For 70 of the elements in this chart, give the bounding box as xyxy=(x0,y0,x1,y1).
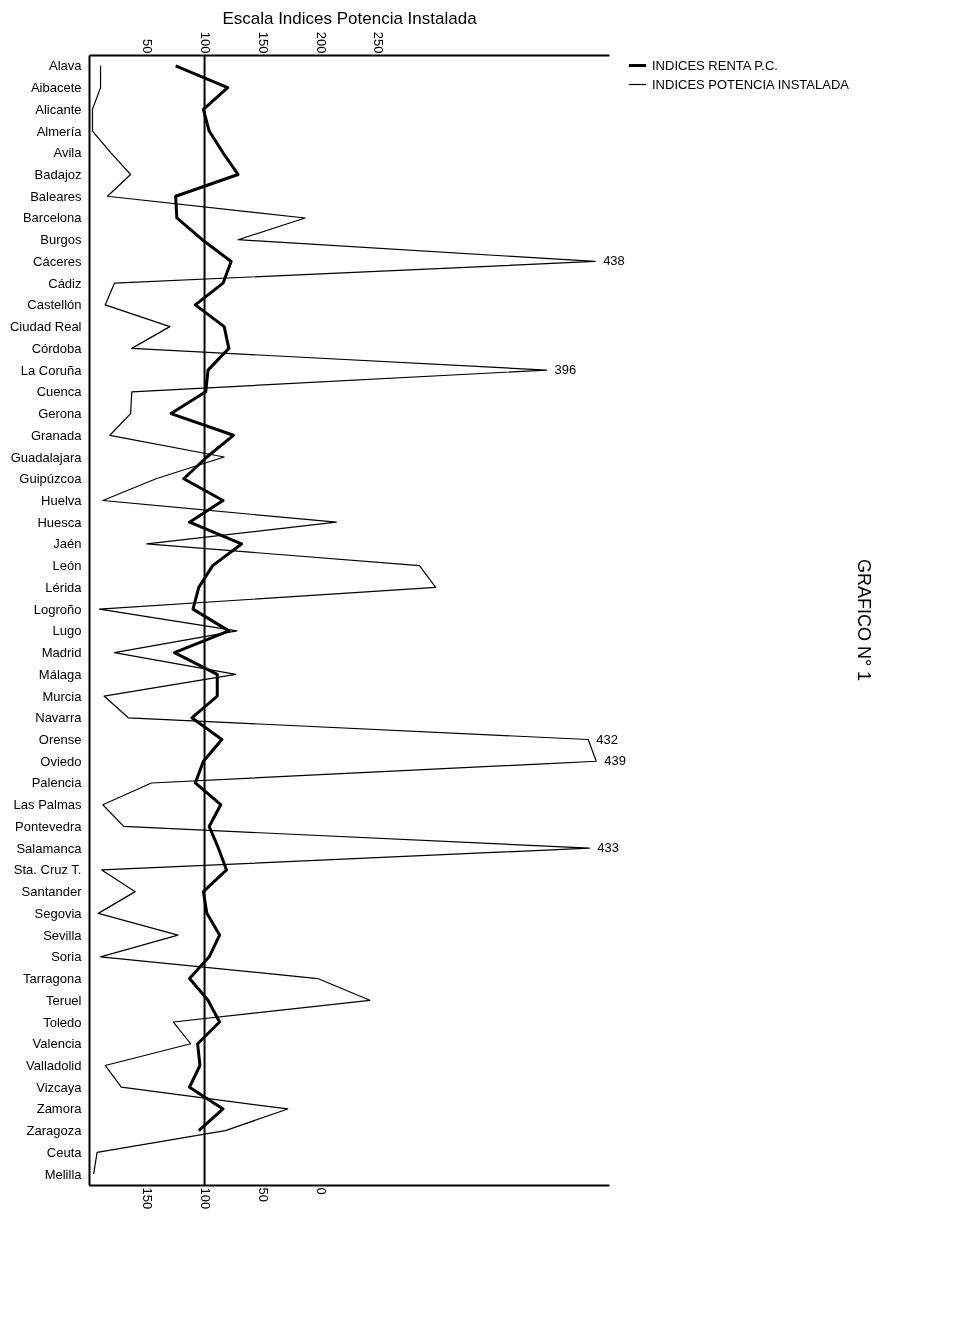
y-tick-label: Barcelona xyxy=(22,210,83,226)
x2-tick-label: 100 xyxy=(198,31,214,54)
y-tick-label: León xyxy=(52,558,82,574)
y-tick-label: Cádiz xyxy=(48,275,82,291)
data-label: 432 xyxy=(596,731,618,747)
y-tick-label: Badajoz xyxy=(34,167,82,183)
y-tick-label: Teruel xyxy=(46,992,82,1008)
x-tick-label: 50 xyxy=(255,1187,271,1202)
x-tick-label: 100 xyxy=(198,1187,214,1210)
x2-axis-title: Escala Indices Potencia Instalada xyxy=(222,8,478,28)
y-tick-label: Pontevedra xyxy=(15,818,83,834)
y-tick-label: Oviedo xyxy=(40,753,82,769)
data-label: 438 xyxy=(603,253,625,269)
y-tick-label: Aibacete xyxy=(30,80,82,96)
y-tick-label: Burgos xyxy=(40,232,82,248)
y-tick-label: Cuenca xyxy=(36,384,83,400)
y-tick-label: Vizcaya xyxy=(36,1079,83,1095)
y-tick-label: Granada xyxy=(30,427,83,443)
y-tick-label: Cáceres xyxy=(33,253,82,269)
y-tick-label: Lérida xyxy=(45,579,83,595)
y-tick-label: Guipúzcoa xyxy=(19,471,83,487)
x2-tick-label: 50 xyxy=(140,39,156,54)
y-tick-label: Málaga xyxy=(38,666,83,682)
y-tick-label: Ciudad Real xyxy=(9,319,82,335)
y-tick-label: Huelva xyxy=(41,492,83,508)
y-tick-label: Jaén xyxy=(53,536,82,552)
y-tick-label: Soria xyxy=(51,949,83,965)
x-tick-label: 150 xyxy=(140,1187,156,1210)
data-label: 433 xyxy=(597,840,620,856)
x2-tick-label: 250 xyxy=(371,31,387,54)
legend-label: INDICES RENTA P.C. xyxy=(652,57,778,73)
x-tick-label: 0 xyxy=(313,1187,329,1195)
legend-label: INDICES POTENCIA INSTALADA xyxy=(652,76,850,92)
y-tick-label: Huesca xyxy=(37,514,83,530)
data-label: 396 xyxy=(554,362,577,378)
y-tick-label: Zaragoza xyxy=(26,1123,83,1139)
y-tick-label: Valencia xyxy=(32,1036,83,1052)
y-tick-label: Palencia xyxy=(31,775,83,791)
y-tick-label: Orense xyxy=(38,732,82,748)
y-tick-label: Córdoba xyxy=(31,340,83,356)
y-tick-label: Castellón xyxy=(27,297,82,313)
y-tick-label: Murcia xyxy=(42,688,83,704)
y-tick-label: Sevilla xyxy=(43,927,83,943)
y-tick-label: Las Palmas xyxy=(13,797,82,813)
y-tick-label: Lugo xyxy=(52,623,82,639)
data-label: 439 xyxy=(604,753,626,769)
y-tick-label: Guadalajara xyxy=(10,449,83,465)
y-tick-label: Almería xyxy=(36,123,83,139)
y-tick-label: Melilla xyxy=(44,1166,83,1182)
y-tick-label: Ceuta xyxy=(46,1144,83,1160)
y-tick-label: Valladolid xyxy=(26,1057,82,1073)
y-tick-label: Gerona xyxy=(38,406,83,422)
y-tick-label: Sta. Cruz T. xyxy=(13,862,82,878)
y-tick-label: Toledo xyxy=(43,1014,82,1030)
y-tick-label: Logroño xyxy=(33,601,82,617)
y-tick-label: Navarra xyxy=(35,710,83,726)
y-tick-label: Alicante xyxy=(35,101,82,117)
text: GRAFICO N° 1 xyxy=(854,558,874,682)
y-tick-label: Avila xyxy=(53,145,83,161)
y-tick-label: Alava xyxy=(48,58,83,74)
x2-tick-label: 150 xyxy=(255,31,271,54)
y-tick-label: Tarragona xyxy=(22,971,83,987)
y-tick-label: Salamanca xyxy=(16,840,83,856)
y-tick-label: Baleares xyxy=(30,188,82,204)
y-tick-label: La Coruña xyxy=(20,362,83,378)
x2-tick-label: 200 xyxy=(313,31,329,54)
y-tick-label: Zamora xyxy=(36,1101,83,1117)
y-tick-label: Segovia xyxy=(34,905,83,921)
y-tick-label: Santander xyxy=(21,884,83,900)
y-tick-label: Madrid xyxy=(41,645,82,661)
